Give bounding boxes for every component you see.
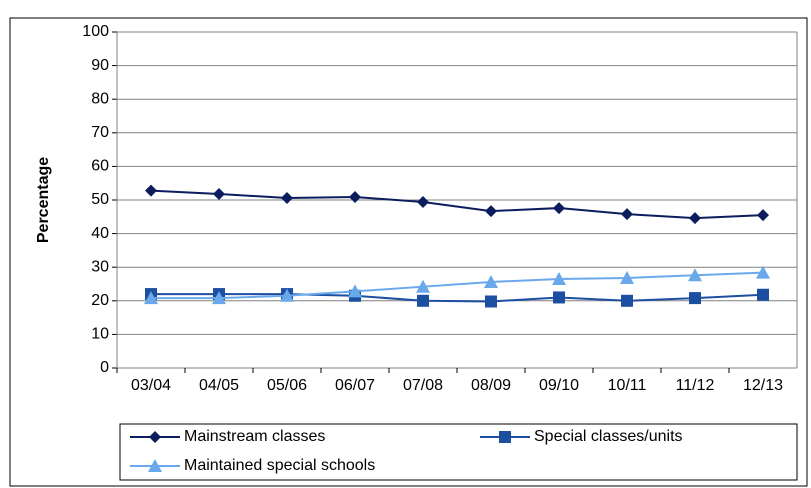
point xyxy=(485,295,497,308)
x-tick-label: 08/09 xyxy=(471,377,511,394)
point xyxy=(757,288,769,301)
legend-label: Maintained special schools xyxy=(184,457,375,474)
point xyxy=(417,196,429,209)
chart-frame xyxy=(9,17,808,487)
point xyxy=(552,271,566,285)
y-tick-label: 50 xyxy=(91,191,109,208)
point xyxy=(417,294,429,307)
point xyxy=(689,212,701,225)
point xyxy=(281,191,293,204)
y-tick-label: 30 xyxy=(91,258,109,275)
legend-box xyxy=(119,423,798,481)
point xyxy=(349,190,361,203)
y-tick-label: 80 xyxy=(91,90,109,107)
x-tick-label: 11/12 xyxy=(676,377,715,394)
y-axis-label: Percentage xyxy=(35,157,52,243)
point xyxy=(621,208,633,221)
y-tick-label: 70 xyxy=(91,124,109,141)
y-tick-label: 10 xyxy=(91,326,109,343)
x-tick-label: 06/07 xyxy=(335,377,375,394)
y-tick-label: 90 xyxy=(91,57,109,74)
series-line xyxy=(151,271,764,300)
y-tick-label: 20 xyxy=(91,292,109,309)
x-tick-label: 12/13 xyxy=(743,377,783,394)
point xyxy=(688,268,702,282)
point xyxy=(144,291,158,305)
x-tick-label: 05/06 xyxy=(267,377,307,394)
series-line xyxy=(151,293,764,303)
x-tick-label: 04/05 xyxy=(199,377,239,394)
y-tick-label: 60 xyxy=(91,158,109,175)
point xyxy=(499,431,511,443)
point xyxy=(213,187,225,200)
point xyxy=(148,459,162,472)
point xyxy=(621,294,633,307)
series-line xyxy=(150,189,764,220)
x-tick-label: 07/08 xyxy=(403,377,443,394)
point xyxy=(485,205,497,218)
point xyxy=(149,431,161,443)
point xyxy=(280,288,294,302)
point xyxy=(553,291,565,304)
legend-label: Mainstream classes xyxy=(184,428,325,445)
point xyxy=(756,265,770,279)
point xyxy=(553,202,565,215)
point xyxy=(484,274,498,288)
point xyxy=(145,184,157,197)
y-tick-label: 40 xyxy=(91,225,109,242)
point xyxy=(620,270,634,284)
point xyxy=(416,279,430,293)
x-tick-label: 03/04 xyxy=(131,377,171,394)
x-tick-label: 09/10 xyxy=(539,377,579,394)
legend-label: Special classes/units xyxy=(534,428,683,445)
y-tick-label: 0 xyxy=(100,359,109,376)
point xyxy=(348,284,362,298)
y-tick-label: 100 xyxy=(82,23,109,40)
point xyxy=(757,209,769,222)
point xyxy=(689,292,701,305)
x-tick-label: 10/11 xyxy=(608,377,647,394)
point xyxy=(212,291,226,305)
